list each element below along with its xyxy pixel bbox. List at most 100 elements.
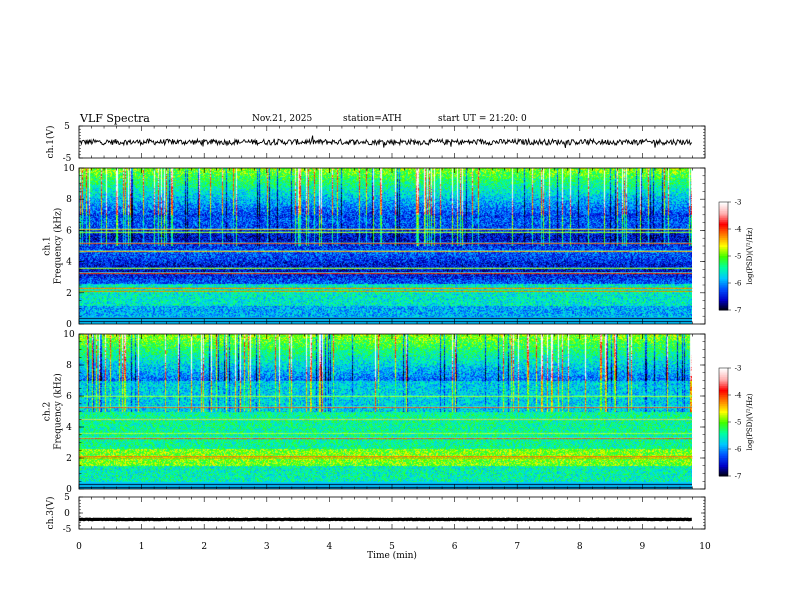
- ch1-spectrogram-image: [79, 168, 692, 324]
- ch2-spectrogram-colorbar-step: [719, 380, 728, 383]
- ch2-spectrogram-colorbar-step: [719, 425, 728, 428]
- ch2-spectrogram-colorbar-step: [719, 375, 728, 378]
- ch1-spectrogram-colorbar-step: [719, 301, 728, 304]
- ch1-spectrogram-colorbar-step: [719, 234, 728, 237]
- ch2-spectrogram-colorbar-step: [719, 396, 728, 400]
- xaxis-tick-label: 6: [452, 542, 458, 552]
- ch1-spectrogram-colorbar-step: [719, 220, 728, 223]
- ch2-spectrogram-colorbar-step: [719, 452, 728, 455]
- ch2-spectrogram-colorbar-step: [719, 450, 728, 454]
- ch1-spectrogram-colorbar-step: [719, 245, 728, 248]
- ch2-spectrogram-colorbar-tick-label: -6: [735, 446, 742, 454]
- ch1-spectrogram-colorbar-step: [719, 207, 728, 210]
- ch2-spectrogram-colorbar-step: [719, 443, 728, 446]
- ch2-spectrogram-colorbar-step: [719, 474, 728, 477]
- ch1-spectrogram-colorbar-step: [719, 221, 728, 225]
- ch1-spectrogram-colorbar-step: [719, 238, 728, 241]
- ch2-spectrogram-colorbar-step: [719, 409, 728, 412]
- ch1-spectrogram-colorbar-step: [719, 214, 728, 217]
- ch1-spectrogram-colorbar-step: [719, 202, 728, 205]
- ch2-spectrogram-colorbar-step: [719, 384, 728, 387]
- ch2-spectrogram-colorbar-step: [719, 416, 728, 419]
- ch2-spectrogram-colorbar-step: [719, 400, 728, 403]
- ch2-spectrogram-colorbar-step: [719, 371, 728, 374]
- ch3-waveform-trace: [78, 517, 692, 522]
- start-time-label: start UT = 21:20: 0: [438, 114, 527, 124]
- ch1-spectrogram-colorbar-step: [719, 248, 728, 252]
- svg-text:log(PSD)(V²/Hz): log(PSD)(V²/Hz): [746, 227, 754, 284]
- ch1-spectrogram-colorbar-step: [719, 227, 728, 230]
- ch2-spectrogram-colorbar-step: [719, 422, 728, 425]
- ch2-spectrogram-colorbar-step: [719, 405, 728, 409]
- ch1-spectrogram-colorbar-step: [719, 288, 728, 291]
- ch2-spectrogram-ytick-label: 0: [66, 485, 72, 495]
- ch3-waveform-ytick-label: 5: [64, 493, 70, 503]
- ch2-spectrogram-colorbar-step: [719, 373, 728, 376]
- ch1-spectrogram-colorbar-step: [719, 211, 728, 214]
- ch2-spectrogram-colorbar-step: [719, 393, 728, 396]
- ch3-waveform-ytick-label: 0: [64, 509, 70, 519]
- ch2-spectrogram-colorbar-step: [719, 386, 728, 389]
- ch2-spectrogram-colorbar-step: [719, 413, 728, 416]
- ch2-spectrogram-colorbar-step: [719, 407, 728, 410]
- ch2-spectrogram-colorbar-step: [719, 431, 728, 434]
- ch2-spectrogram-colorbar-step: [719, 468, 728, 472]
- ch1-spectrogram-colorbar-step: [719, 225, 728, 228]
- ch1-spectrogram-colorbar-step: [719, 292, 728, 295]
- ch1-spectrogram-colorbar-step: [719, 279, 728, 282]
- ch1-spectrogram-colorbar-step: [719, 223, 728, 226]
- svg-text:ch.2: ch.2: [43, 402, 53, 421]
- ch1-spectrogram-colorbar-tick-label: -6: [735, 280, 742, 288]
- ch1-spectrogram-colorbar-step: [719, 252, 728, 255]
- ch1-spectrogram-colorbar-tick-label: -4: [735, 226, 742, 234]
- ch1-spectrogram-colorbar-step: [719, 236, 728, 239]
- ch2-spectrogram-colorbar-step: [719, 382, 728, 385]
- ch2-spectrogram-colorbar-step: [719, 470, 728, 473]
- ch1-spectrogram-ytick-label: 2: [66, 289, 72, 299]
- ch1-spectrogram-colorbar-step: [719, 295, 728, 298]
- ch2-spectrogram-ytick-label: 10: [63, 330, 75, 340]
- ch1-waveform-ylabel: ch.1(V): [45, 126, 56, 159]
- svg-text:Frequency (kHz): Frequency (kHz): [53, 373, 64, 450]
- ch1-spectrogram-colorbar-step: [719, 265, 728, 268]
- ch1-spectrogram-colorbar-step: [719, 297, 728, 300]
- ch1-spectrogram-colorbar-step: [719, 304, 728, 307]
- ch1-spectrogram-colorbar-step: [719, 209, 728, 212]
- ch1-waveform-ytick-label: 5: [64, 122, 70, 132]
- ch1-spectrogram-colorbar-step: [719, 277, 728, 280]
- ch1-spectrogram-colorbar-step: [719, 275, 728, 279]
- ch2-spectrogram-colorbar-step: [719, 440, 728, 443]
- ch2-spectrogram-colorbar-step: [719, 420, 728, 423]
- xaxis-tick-label: 3: [264, 542, 270, 552]
- xaxis-label: Time (min): [367, 550, 417, 561]
- ch1-spectrogram-colorbar-step: [719, 250, 728, 253]
- ch1-spectrogram-colorbar-step: [719, 284, 728, 288]
- ch1-spectrogram-colorbar-step: [719, 299, 728, 302]
- ch2-spectrogram-colorbar-step: [719, 454, 728, 457]
- ch2-spectrogram-colorbar-tick-label: -3: [735, 365, 742, 373]
- ch1-spectrogram-colorbar-step: [719, 256, 728, 259]
- ch2-spectrogram-ytick-label: 2: [66, 454, 72, 464]
- ch2-spectrogram-colorbar-step: [719, 395, 728, 398]
- ch1-spectrogram-colorbar-step: [719, 281, 728, 284]
- xaxis-tick-label: 0: [76, 542, 82, 552]
- ch2-spectrogram-image: [79, 334, 692, 489]
- ch2-spectrogram-colorbar-step: [719, 402, 728, 405]
- ch2-spectrogram-colorbar-step: [719, 472, 728, 475]
- xaxis-tick-label: 7: [514, 542, 520, 552]
- ch2-spectrogram-colorbar-step: [719, 441, 728, 445]
- ch2-spectrogram-colorbar-step: [719, 389, 728, 392]
- ch1-spectrogram-colorbar-step: [719, 257, 728, 261]
- ch2-spectrogram-colorbar-step: [719, 404, 728, 407]
- ch1-spectrogram-colorbar-tick-label: -7: [735, 307, 742, 315]
- ch2-spectrogram-ytick-label: 6: [66, 392, 72, 402]
- ch2-spectrogram-colorbar-step: [719, 427, 728, 430]
- ch2-spectrogram-colorbar-step: [719, 418, 728, 421]
- figure-title: VLF Spectra: [80, 112, 150, 125]
- ch2-spectrogram-colorbar-step: [719, 456, 728, 459]
- ch3-waveform-ytick-label: -5: [63, 525, 72, 535]
- ch2-spectrogram-ytick-label: 4: [66, 423, 72, 433]
- ch2-spectrogram-colorbar-tick-label: -5: [735, 419, 742, 427]
